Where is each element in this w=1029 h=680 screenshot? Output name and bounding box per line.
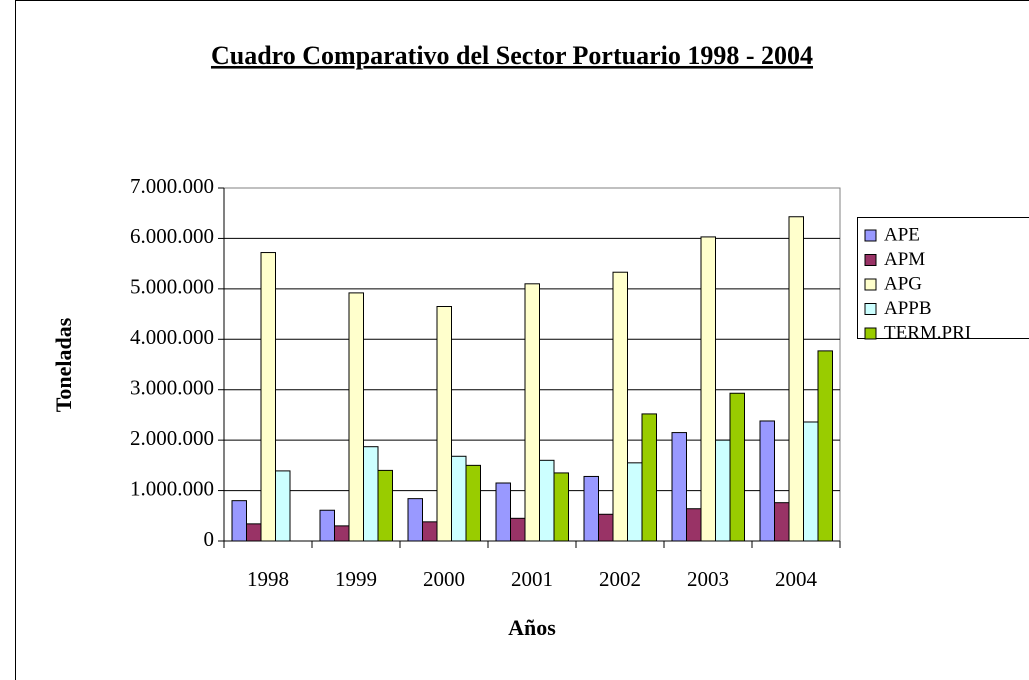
y-tick-label: 4.000.000: [130, 325, 214, 349]
bar: [583, 475, 599, 542]
x-tick-label: 1999: [335, 567, 377, 591]
legend-label: APE: [884, 224, 920, 245]
x-tick-label: 2002: [599, 567, 641, 591]
bar: [715, 439, 731, 542]
x-tick-label: 1998: [247, 567, 289, 591]
x-tick-label: 2004: [775, 567, 818, 591]
legend-swatch: [864, 303, 877, 315]
bar: [334, 525, 350, 542]
legend-swatch: [864, 278, 877, 291]
bar: [348, 292, 364, 542]
bar: [686, 508, 702, 542]
bar: [422, 521, 438, 542]
bar: [246, 523, 262, 542]
y-tick-label: 6.000.000: [130, 224, 214, 248]
legend-swatch: [864, 229, 877, 242]
bar: [231, 500, 247, 542]
legend-label: APG: [884, 273, 922, 294]
y-tick-label: 3.000.000: [130, 376, 214, 400]
bar: [465, 464, 481, 542]
y-tick-label: 1.000.000: [130, 476, 214, 500]
legend-label: APPB: [884, 298, 932, 319]
bar: [260, 252, 276, 542]
legend-label: APM: [884, 249, 925, 270]
y-tick-label: 7.000.000: [130, 174, 214, 198]
bar: [363, 446, 379, 542]
bar: [729, 392, 745, 542]
x-tick-label: 2000: [423, 567, 465, 591]
legend-label: TERM.PRI: [884, 322, 971, 343]
bar: [275, 470, 291, 542]
legend-box: [857, 217, 1029, 339]
chart-title: Cuadro Comparativo del Sector Portuario …: [211, 41, 813, 70]
bar: [671, 432, 687, 542]
bar: [510, 517, 526, 542]
y-axis-label: Toneladas: [51, 317, 76, 412]
bar: [539, 459, 555, 542]
x-tick-label: 2003: [687, 567, 729, 591]
bar: [612, 271, 628, 542]
y-tick-label: 5.000.000: [130, 275, 214, 299]
bar: [553, 472, 569, 542]
bar: [700, 236, 716, 542]
bar: [803, 421, 819, 542]
bar: [495, 482, 511, 542]
bar: [451, 455, 467, 542]
y-tick-label: 0: [204, 527, 215, 551]
x-axis-label: Años: [508, 615, 556, 640]
legend-swatch: [864, 327, 877, 340]
bar: [641, 413, 657, 542]
bar: [774, 502, 790, 542]
bar: [524, 283, 540, 542]
bar: [377, 469, 393, 542]
bar: [788, 216, 804, 542]
bar: [319, 509, 335, 542]
bar: [759, 420, 775, 542]
y-tick-label: 2.000.000: [130, 426, 214, 450]
bar: [817, 350, 833, 542]
legend-swatch: [864, 254, 877, 266]
bar: [598, 513, 614, 542]
bar: [627, 462, 643, 542]
x-tick-label: 2001: [511, 567, 553, 591]
bar: [436, 306, 452, 542]
bar: [407, 498, 423, 542]
